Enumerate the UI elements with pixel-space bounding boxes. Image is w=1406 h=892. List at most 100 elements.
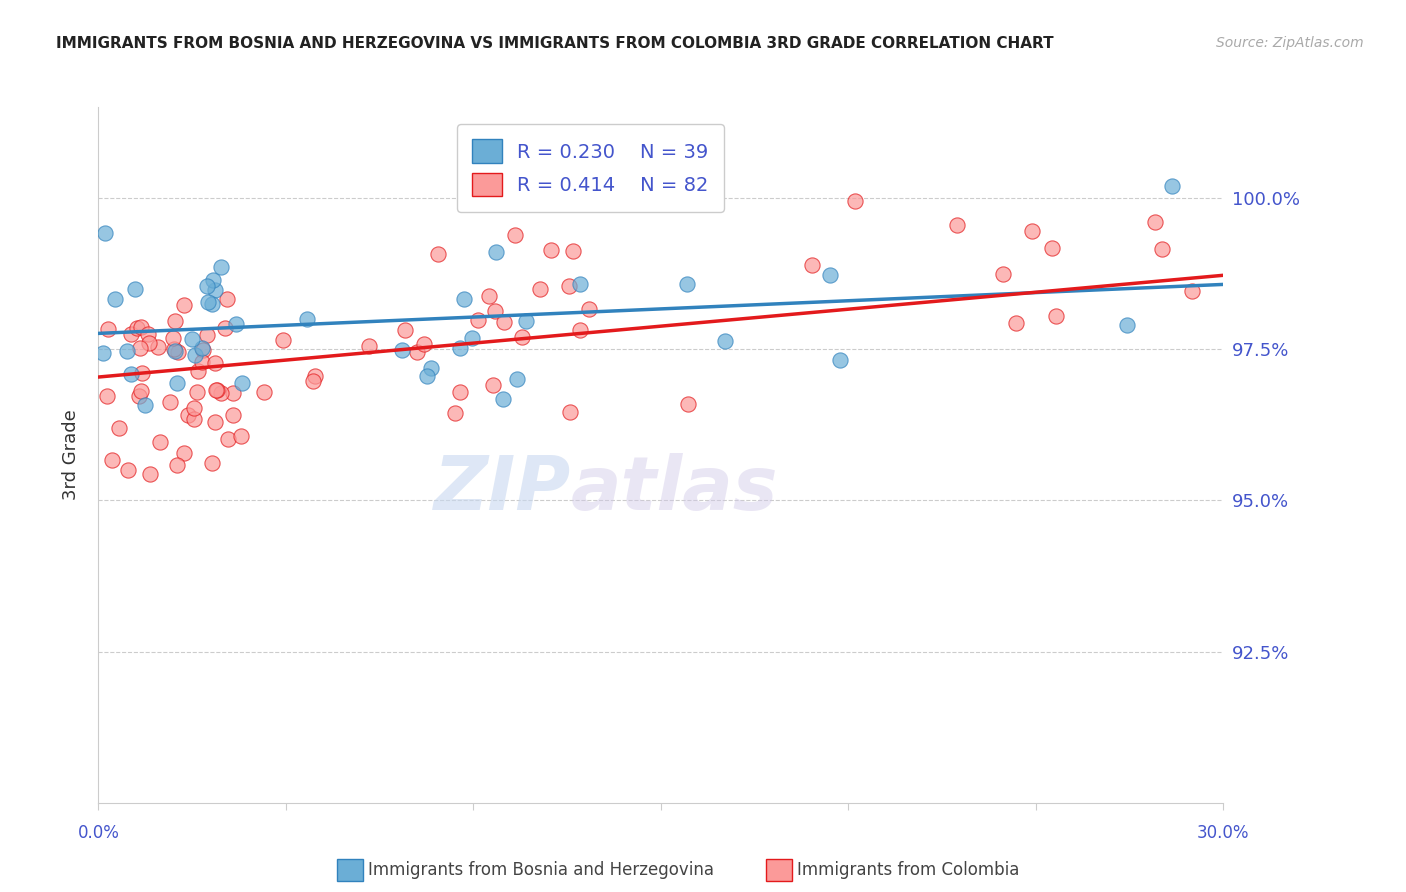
Point [201,297,224,311]
Point [1021,223,1043,237]
Point [217,432,239,446]
Point [676,277,699,291]
Point [149,435,172,450]
Point [700,178,723,193]
Point [558,405,581,419]
Point [494,315,516,329]
Point [503,228,526,243]
Point [578,301,600,316]
Text: 0.0%: 0.0% [77,823,120,842]
Point [139,467,162,481]
Point [1005,316,1028,330]
Point [406,345,429,359]
Text: Immigrants from Colombia: Immigrants from Colombia [797,861,1019,880]
Point [818,268,841,282]
Point [120,326,142,341]
Point [416,368,439,383]
Point [1115,318,1137,332]
Point [302,374,325,388]
Text: Immigrants from Bosnia and Herzegovina: Immigrants from Bosnia and Herzegovina [368,861,714,880]
Point [115,344,138,359]
Point [1045,309,1067,323]
Point [127,320,149,334]
Point [844,194,866,208]
Point [129,320,152,334]
Point [492,392,515,406]
Point [117,462,139,476]
Point [167,344,190,359]
Point [166,458,188,473]
Point [946,218,969,232]
Point [529,281,551,295]
Point [991,267,1014,281]
Point [163,342,186,356]
Point [131,384,153,398]
Point [558,278,581,293]
Point [676,397,699,411]
Point [183,401,205,415]
Point [96,389,118,403]
Y-axis label: 3rd Grade: 3rd Grade [62,409,80,500]
Point [449,341,471,355]
Point [540,243,562,257]
Point [204,415,226,429]
Point [391,343,413,357]
Point [191,341,214,355]
Point [96,322,118,336]
Point [173,446,195,460]
Point [202,273,225,287]
Point [561,244,583,258]
Point [214,321,236,335]
Point [225,318,247,332]
Point [1040,241,1063,255]
Point [714,334,737,349]
Point [195,278,218,293]
Point [159,395,181,409]
Point [357,339,380,353]
Point [419,361,441,376]
Point [295,312,318,326]
Point [461,331,484,345]
Point [830,352,852,367]
Point [467,313,489,327]
Point [231,376,253,390]
Point [183,412,205,426]
Point [104,292,127,306]
Text: IMMIGRANTS FROM BOSNIA AND HERZEGOVINA VS IMMIGRANTS FROM COLOMBIA 3RD GRADE COR: IMMIGRANTS FROM BOSNIA AND HERZEGOVINA V… [56,36,1054,51]
Point [173,298,195,312]
Point [253,384,276,399]
Point [211,386,233,401]
Point [186,384,208,399]
Text: ZIP: ZIP [433,453,571,526]
Point [101,453,124,467]
Point [1143,215,1166,229]
Point [481,378,503,392]
Point [204,356,226,370]
Point [177,409,200,423]
Point [163,314,186,328]
Point [94,226,117,240]
Point [165,343,187,358]
Legend: R = 0.230    N = 39, R = 0.414    N = 82: R = 0.230 N = 39, R = 0.414 N = 82 [457,124,724,212]
Point [91,346,114,360]
Point [134,398,156,412]
Point [413,336,436,351]
Point [128,341,150,355]
Point [1160,178,1182,193]
Point [166,376,188,390]
Point [515,314,537,328]
Point [271,333,294,347]
Point [108,421,131,435]
Point [124,282,146,296]
Point [201,456,224,470]
Point [120,367,142,381]
Point [193,343,215,357]
Point [205,384,228,398]
Point [180,332,202,346]
Point [184,348,207,362]
Point [187,364,209,378]
Point [221,408,243,422]
Point [204,383,226,397]
Point [190,355,212,369]
Point [569,277,592,292]
